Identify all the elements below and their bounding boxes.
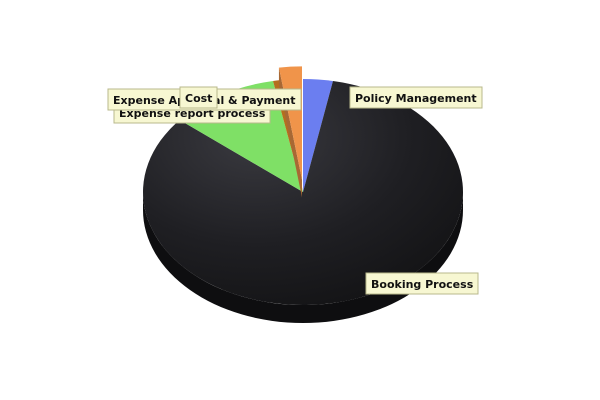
slice-label-text: Booking Process — [371, 278, 474, 291]
slice-label-box — [365, 272, 479, 295]
slice-label-text: Cost — [185, 92, 212, 105]
slice-label-policy-management: Policy Management — [349, 86, 483, 109]
pie-slice-policy-management[interactable] — [303, 79, 333, 192]
slice-label-box — [349, 86, 483, 109]
slice-label-booking-process: Booking Process — [365, 272, 479, 295]
pie-slice-booking-process[interactable] — [143, 81, 464, 305]
slice-label-text: Policy Management — [355, 92, 477, 105]
slice-label-cost: Cost — [179, 86, 218, 109]
slice-label-box — [179, 86, 218, 109]
